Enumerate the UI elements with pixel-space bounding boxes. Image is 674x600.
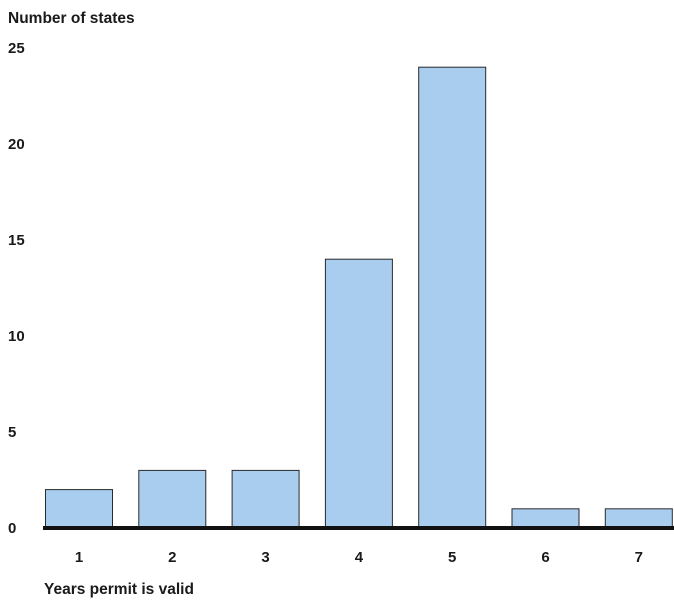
x-tick-label: 4 <box>355 549 364 566</box>
bar-7 <box>604 508 673 529</box>
bar-2 <box>138 469 207 529</box>
y-axis-title: Number of states <box>8 10 135 27</box>
bar-5 <box>418 66 487 529</box>
y-tick-label: 10 <box>8 328 25 345</box>
x-tick-label: 7 <box>635 549 643 566</box>
x-tick-label: 3 <box>261 549 269 566</box>
y-tick-label: 5 <box>8 424 16 441</box>
bar-1 <box>45 489 113 529</box>
x-tick-label: 2 <box>168 549 176 566</box>
y-tick-label: 15 <box>8 232 25 249</box>
y-tick-label: 0 <box>8 520 16 537</box>
bar-6 <box>511 508 580 529</box>
x-axis-ticks: 1 2 3 4 5 6 7 <box>75 549 643 566</box>
bar-3 <box>231 469 300 529</box>
x-tick-label: 1 <box>75 549 83 566</box>
y-tick-label: 20 <box>8 136 25 153</box>
y-axis-ticks: 0 5 10 15 20 25 <box>8 40 25 537</box>
bar-4 <box>324 258 393 529</box>
x-tick-label: 6 <box>541 549 549 566</box>
y-tick-label: 25 <box>8 40 25 57</box>
x-axis-title: Years permit is valid <box>44 581 194 598</box>
x-tick-label: 5 <box>448 549 456 566</box>
bars <box>45 66 673 529</box>
